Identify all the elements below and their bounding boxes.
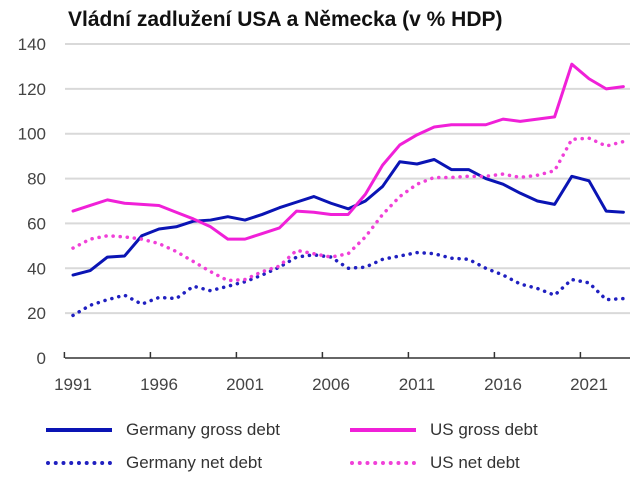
y-tick-label: 20	[27, 304, 46, 323]
legend-label: US net debt	[430, 453, 520, 472]
legend-item-us-gross: US gross debt	[350, 420, 538, 440]
y-tick-label: 100	[18, 125, 46, 144]
y-tick-label: 140	[18, 35, 46, 54]
y-tick-label: 40	[27, 259, 46, 278]
y-tick-label: 0	[37, 349, 46, 368]
x-tick-label: 2021	[570, 375, 608, 394]
legend-item-us-net: US net debt	[350, 453, 520, 473]
y-tick-label: 120	[18, 80, 46, 99]
legend-swatch	[46, 428, 112, 432]
x-tick-label: 2006	[312, 375, 350, 394]
x-tick-label: 2001	[226, 375, 264, 394]
legend-label: US gross debt	[430, 420, 538, 439]
legend-label: Germany gross debt	[126, 420, 281, 439]
legend-swatch	[46, 461, 112, 465]
legend-label: Germany net debt	[126, 453, 263, 472]
chart-title: Vládní zadlužení USA a Německa (v % HDP)	[68, 8, 503, 31]
x-tick-label: 1996	[140, 375, 178, 394]
x-tick-label: 2016	[484, 375, 522, 394]
y-tick-label: 80	[27, 170, 46, 189]
series-line-us-net-debt	[71, 136, 626, 283]
legend-item-germany-net: Germany net debt	[46, 453, 262, 473]
y-tick-label: 60	[27, 214, 46, 233]
legend-swatch	[350, 428, 416, 432]
series-line-germany-gross-debt	[71, 158, 625, 277]
legend-swatch	[350, 461, 416, 465]
x-tick-label: 2011	[399, 375, 436, 394]
series-line-us-gross-debt	[71, 62, 625, 241]
x-tick-label: 1991	[54, 375, 92, 394]
series-line-germany-net-debt	[71, 250, 626, 318]
legend-item-germany-gross: Germany gross debt	[46, 420, 280, 440]
